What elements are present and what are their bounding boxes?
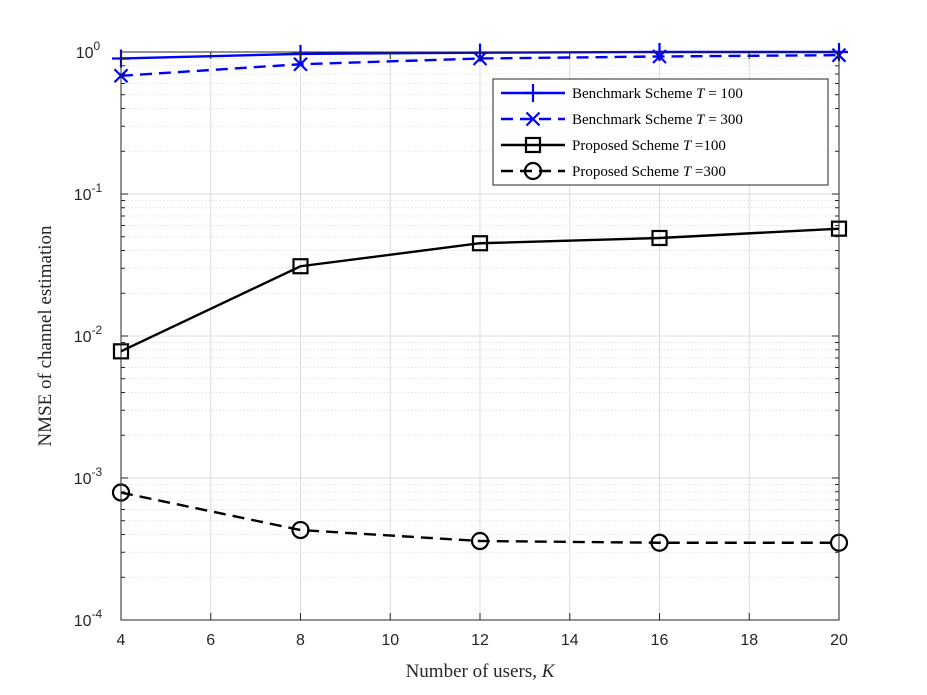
series-line	[120, 491, 839, 544]
plus-marker	[524, 84, 542, 102]
square-marker	[651, 229, 668, 247]
legend-item: Benchmark Scheme T = 100	[501, 84, 743, 102]
series-line	[120, 53, 840, 77]
legend-box	[492, 78, 829, 186]
x-tick-label: 12	[471, 632, 489, 649]
legend-item: Proposed Scheme T =100	[501, 136, 726, 154]
legend-item: Proposed Scheme T =300	[501, 161, 726, 181]
y-tick-label: 10-3	[74, 465, 103, 488]
x-tick-label: 18	[740, 632, 758, 649]
x-tick-label: 10	[381, 632, 399, 649]
x-axis-title: Number of users, K	[406, 661, 556, 682]
legend-label: Proposed Scheme T =300	[572, 164, 726, 180]
x-tick-label: 14	[561, 632, 579, 649]
x-tick-label: 8	[296, 632, 305, 649]
x-marker	[293, 56, 308, 72]
series-line	[120, 227, 840, 353]
tick-layer: 4 6 8 10 12 14 16 18 20 10-4 10-3 10-2 10-1 100	[74, 39, 848, 649]
legend-item: Benchmark Scheme T = 300	[501, 111, 743, 128]
legend-label: Proposed Scheme T =100	[572, 138, 726, 154]
legend-label: Benchmark Scheme T = 100	[572, 86, 743, 102]
x-marker	[525, 111, 541, 127]
circle-marker	[523, 161, 543, 181]
y-tick-label: 10-1	[74, 181, 103, 204]
circle-marker	[650, 533, 669, 552]
x-tick-label: 20	[830, 632, 848, 649]
legend: Benchmark Scheme T = 100 Benchmark Scheme…	[492, 78, 829, 186]
legend-label: Benchmark Scheme T = 300	[572, 112, 743, 128]
y-axis-title: NMSE of channel estimation	[35, 225, 56, 447]
square-marker	[471, 235, 489, 252]
x-tick-label: 4	[117, 632, 126, 649]
y-tick-label: 100	[76, 39, 101, 62]
circle-marker	[470, 531, 490, 551]
x-tick-label: 16	[651, 632, 669, 649]
y-tick-label: 10-4	[74, 607, 103, 630]
square-marker	[524, 136, 542, 154]
x-tick-label: 6	[206, 632, 215, 649]
circle-marker	[291, 520, 310, 540]
y-tick-label: 10-2	[74, 323, 103, 346]
square-marker	[292, 258, 309, 275]
